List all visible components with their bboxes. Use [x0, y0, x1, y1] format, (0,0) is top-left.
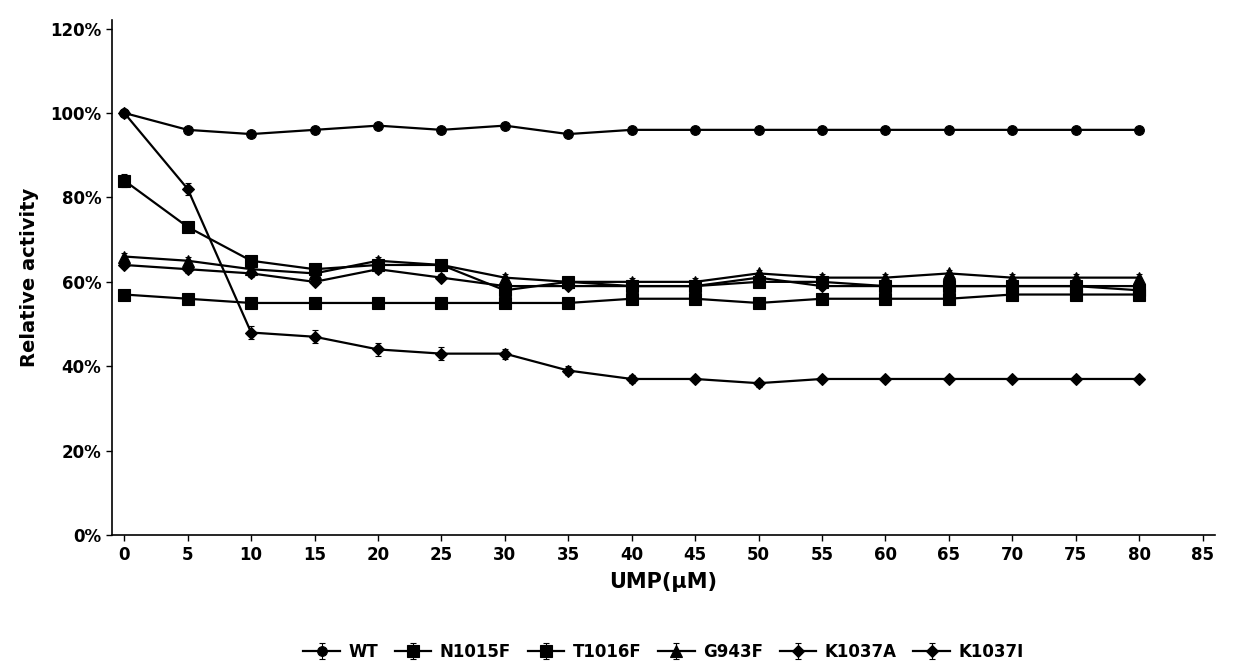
- Legend: WT, N1015F, T1016F, G943F, K1037A, K1037I: WT, N1015F, T1016F, G943F, K1037A, K1037…: [296, 636, 1030, 668]
- Y-axis label: Relative activity: Relative activity: [20, 188, 38, 367]
- X-axis label: UMP(μM): UMP(μM): [609, 572, 718, 592]
